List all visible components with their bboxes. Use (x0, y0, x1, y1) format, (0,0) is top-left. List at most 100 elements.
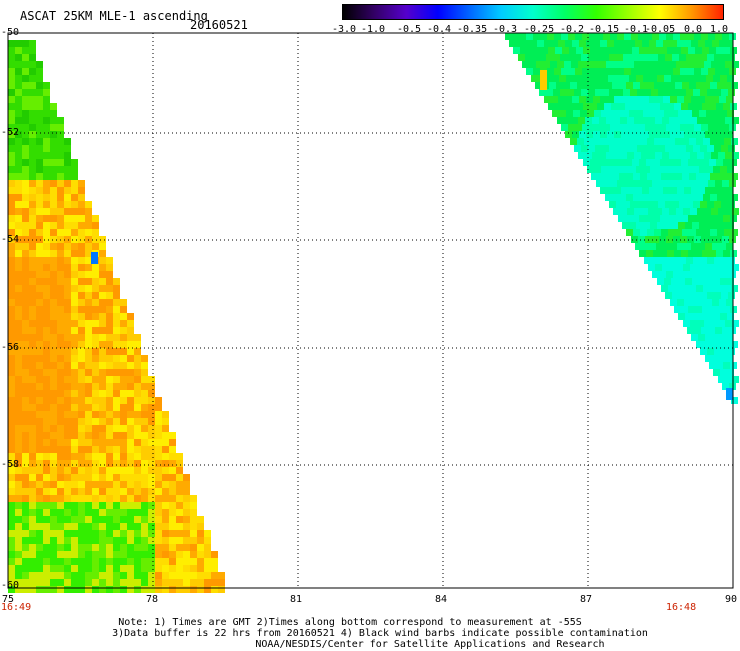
lon-label: 87 (580, 594, 593, 605)
swath-cell (702, 103, 709, 110)
swath-cell (29, 96, 36, 103)
swath-cell (85, 299, 92, 306)
colorbar-label: -0.2 (560, 24, 585, 35)
swath-cell (113, 495, 120, 502)
swath-cell (92, 558, 99, 565)
swath-cell (113, 572, 120, 579)
swath-cell (43, 96, 50, 103)
swath-cell (148, 383, 155, 390)
swath-cell (85, 306, 92, 313)
swath-cell (615, 75, 622, 82)
swath-cell (197, 586, 204, 593)
swath-cell (176, 579, 183, 586)
swath-cell (36, 348, 43, 355)
swath-cell (127, 460, 134, 467)
swath-cell (78, 243, 85, 250)
swath-cell (29, 250, 36, 257)
swath-cell (113, 397, 120, 404)
swath-cell (705, 131, 712, 138)
swath-cell (22, 96, 29, 103)
swath-cell (169, 530, 176, 537)
swath-cell (700, 54, 707, 61)
swath-cell (106, 544, 113, 551)
swath-cell (29, 348, 36, 355)
swath-cell (29, 306, 36, 313)
swath-cell (120, 390, 127, 397)
swath-cell (731, 285, 738, 292)
swath-cell (22, 383, 29, 390)
swath-cell (725, 117, 732, 124)
swath-cell (78, 201, 85, 208)
swath-cell (43, 425, 50, 432)
swath-cell (683, 208, 690, 215)
swath-cell (22, 201, 29, 208)
swath-cell (597, 103, 604, 110)
swath-cell (565, 131, 572, 138)
swath-cell (162, 579, 169, 586)
swath-cell (211, 572, 218, 579)
swath-cell (660, 250, 667, 257)
swath-cell (637, 89, 644, 96)
swath-cell (120, 565, 127, 572)
swath-cell (683, 117, 690, 124)
swath-cell (36, 173, 43, 180)
swath-cell (127, 551, 134, 558)
swath-cell (630, 89, 637, 96)
swath-cell (50, 509, 57, 516)
swath-cell (708, 327, 715, 334)
swath-cell (652, 236, 659, 243)
swath-cell (22, 348, 29, 355)
swath-cell (64, 285, 71, 292)
swath-cell (57, 201, 64, 208)
swath-cell (559, 75, 566, 82)
swath-cell (36, 306, 43, 313)
swath-cell (692, 278, 699, 285)
swath-cell (15, 488, 22, 495)
swath-cell (50, 236, 57, 243)
swath-cell (698, 243, 705, 250)
swath-cell (162, 495, 169, 502)
swath-cell (629, 166, 636, 173)
swath-cell (113, 523, 120, 530)
swath-cell (85, 509, 92, 516)
swath-cell (36, 460, 43, 467)
swath-cell (141, 537, 148, 544)
swath-cell (43, 334, 50, 341)
swath-cell (597, 47, 604, 54)
swath-cell (726, 355, 733, 362)
swath-cell (57, 523, 64, 530)
swath-cell (36, 159, 43, 166)
swath-cell (57, 285, 64, 292)
swath-cell (703, 341, 710, 348)
swath-cell (43, 124, 50, 131)
swath-cell (8, 47, 15, 54)
swath-cell (57, 397, 64, 404)
swath-cell (43, 474, 50, 481)
swath-cell (29, 320, 36, 327)
swath-cell (529, 61, 536, 68)
swath-cell (536, 61, 543, 68)
swath-cell (113, 586, 120, 593)
swath-cell (99, 537, 106, 544)
swath-cell (57, 173, 64, 180)
swath-cell (518, 54, 525, 61)
lon-label: 90 (725, 594, 738, 605)
swath-cell (669, 264, 676, 271)
swath-cell (57, 117, 64, 124)
swath-cell (176, 502, 183, 509)
swath-cell (723, 250, 730, 257)
swath-cell (654, 194, 661, 201)
swath-cell (561, 68, 568, 75)
swath-cell (36, 327, 43, 334)
swath-cell (141, 439, 148, 446)
swath-cell (36, 495, 43, 502)
swath-cell (656, 243, 663, 250)
swath-cell (709, 306, 716, 313)
swath-cell (619, 194, 626, 201)
swath-cell (15, 285, 22, 292)
swath-cell (665, 201, 672, 208)
swath-cell (15, 117, 22, 124)
swath-cell (99, 292, 106, 299)
swath-cell (64, 586, 71, 593)
swath-cell (120, 418, 127, 425)
